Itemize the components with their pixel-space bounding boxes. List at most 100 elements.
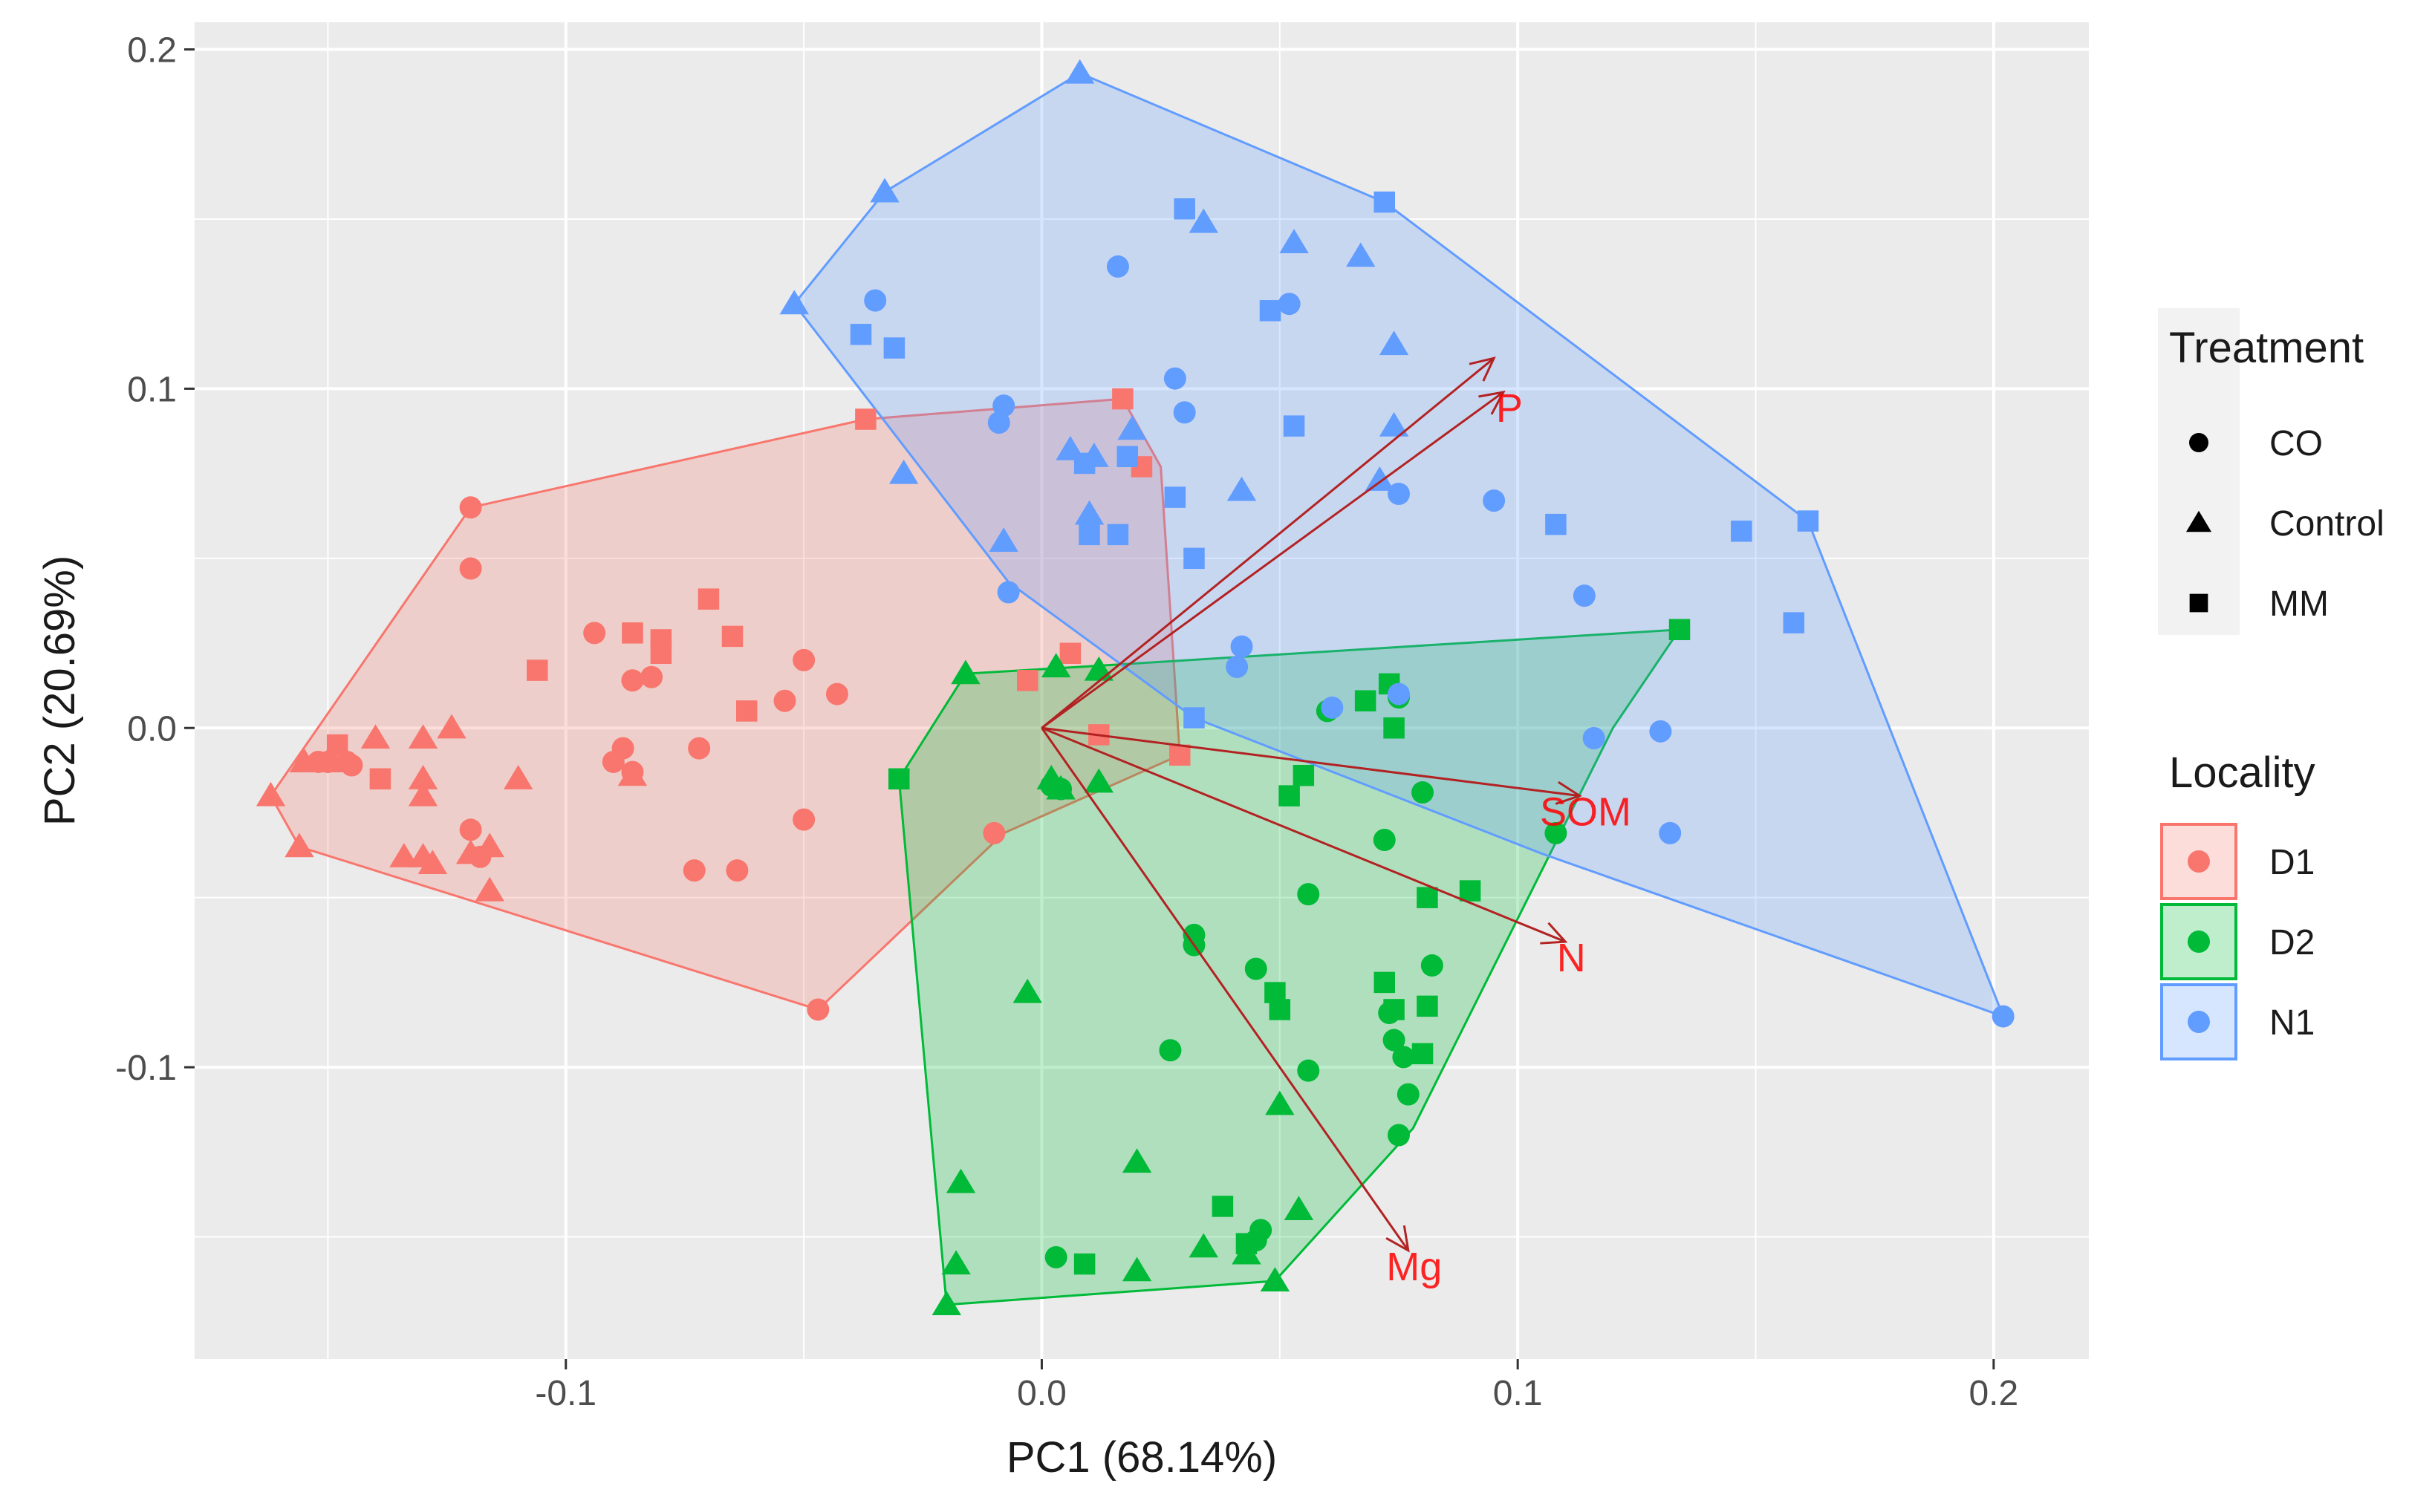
point-d1-mm <box>622 622 643 644</box>
loading-arrowhead <box>1555 781 1582 805</box>
point-d2-co <box>1411 781 1434 804</box>
loading-arrow <box>1041 391 1504 729</box>
y-tick-label: 0.0 <box>127 709 177 749</box>
point-n1-control <box>1346 242 1376 267</box>
y-tick-label: -0.1 <box>115 1049 177 1088</box>
point-n1-co <box>1226 656 1249 679</box>
point-d2-control <box>941 1250 971 1275</box>
point-n1-mm <box>1183 707 1205 729</box>
legend-key-d1 <box>2188 850 2210 873</box>
point-d2-co <box>1244 957 1267 980</box>
point-d1-mm <box>1112 388 1134 410</box>
point-d1-co <box>726 859 749 882</box>
x-tick-label: 0.0 <box>1017 1374 1067 1413</box>
legend-locality-title: Locality <box>2169 749 2315 797</box>
point-d1-mm <box>698 588 720 610</box>
point-d2-co <box>1544 821 1567 844</box>
legend-key-co <box>2189 433 2208 452</box>
point-d2-control <box>1265 1090 1295 1115</box>
legend-label-d2: D2 <box>2269 923 2315 962</box>
y-axis-title: PC2 (20.69%) <box>36 555 84 826</box>
point-n1-mm <box>850 324 872 345</box>
point-n1-co <box>1106 255 1129 278</box>
y-tick-label: 0.1 <box>127 370 177 409</box>
point-d2-co <box>1183 923 1206 946</box>
point-d2-mm <box>888 768 910 790</box>
point-d1-control <box>389 843 419 867</box>
legend-label-mm: MM <box>2269 584 2329 624</box>
x-tick-label: -0.1 <box>535 1374 596 1413</box>
point-d1-mm <box>1169 744 1191 766</box>
grid-lines <box>195 22 2089 1359</box>
point-d2-co <box>1387 1124 1410 1147</box>
point-d1-control <box>475 832 504 858</box>
loading-label-n: N <box>1557 936 1586 980</box>
point-d1-co <box>621 669 644 692</box>
legend-label-co: CO <box>2269 424 2323 463</box>
point-d1-control <box>475 876 504 902</box>
plot-panel <box>195 22 2089 1359</box>
point-d1-co <box>793 648 816 671</box>
point-n1-co <box>1321 696 1344 719</box>
point-n1-mm <box>883 337 906 359</box>
point-d2-co <box>1392 1046 1415 1069</box>
loading-arrows: P SOM N Mg <box>1041 356 1631 1289</box>
hull-n1 <box>793 71 2006 1019</box>
point-n1-co <box>1278 293 1301 316</box>
point-n1-mm <box>1164 486 1186 508</box>
point-d2-control <box>1260 1267 1290 1291</box>
point-n1-co <box>1173 401 1196 424</box>
loading-arrowhead <box>1385 1225 1410 1253</box>
point-d1-control <box>503 765 533 789</box>
point-d2-co <box>1382 1029 1405 1052</box>
legend-treatment-entries: CO Control MM <box>2185 424 2384 624</box>
point-d1-co <box>825 682 848 706</box>
point-d1-mm <box>1059 642 1082 664</box>
point-d1-co <box>583 622 606 645</box>
point-d1-co <box>611 737 634 760</box>
point-d2-mm <box>1668 619 1691 641</box>
point-n1-control <box>1379 411 1409 437</box>
point-d1-mm <box>735 700 758 722</box>
point-d1-control <box>408 781 438 806</box>
legend-key-mm <box>2189 593 2208 613</box>
legend-key-d2 <box>2188 931 2210 953</box>
point-d2-control <box>1122 1148 1152 1173</box>
point-d1-control <box>313 748 343 773</box>
loading-arrow <box>1041 727 1410 1251</box>
sample-points <box>256 59 2015 1315</box>
point-n1-mm <box>1079 524 1100 546</box>
point-n1-mm <box>1283 415 1305 437</box>
point-d2-co <box>1373 829 1396 852</box>
point-d2-control <box>946 1168 976 1193</box>
point-n1-control <box>989 527 1018 553</box>
point-d2-mm <box>1459 880 1481 902</box>
point-d2-control <box>1122 1257 1152 1282</box>
loading-label-p: P <box>1496 386 1523 431</box>
point-d2-mm <box>1417 887 1438 908</box>
point-d1-co <box>683 859 706 882</box>
point-d2-co <box>1044 1245 1067 1268</box>
point-d1-control <box>617 761 648 786</box>
point-d1-mm <box>369 768 391 790</box>
point-d1-co <box>983 821 1006 844</box>
point-n1-control <box>1065 59 1095 84</box>
point-d1-control <box>417 850 448 875</box>
point-d2-mm <box>1212 1196 1234 1217</box>
point-d2-mm <box>1278 785 1300 806</box>
loading-arrowhead <box>1540 922 1568 945</box>
point-n1-mm <box>1116 446 1139 468</box>
point-n1-control <box>779 290 809 315</box>
legend-label-n1: N1 <box>2269 1003 2315 1043</box>
point-d1-co <box>459 557 482 580</box>
point-n1-co <box>997 581 1020 604</box>
point-n1-mm <box>1183 547 1205 570</box>
point-d2-control <box>932 1291 961 1315</box>
point-d1-control <box>455 839 486 864</box>
point-d2-control <box>1012 978 1042 1003</box>
point-n1-co <box>1163 367 1186 390</box>
point-d2-mm <box>1293 764 1315 786</box>
point-d1-mm <box>855 408 877 430</box>
point-d1-control <box>437 714 466 739</box>
loading-arrow <box>1041 726 1566 943</box>
